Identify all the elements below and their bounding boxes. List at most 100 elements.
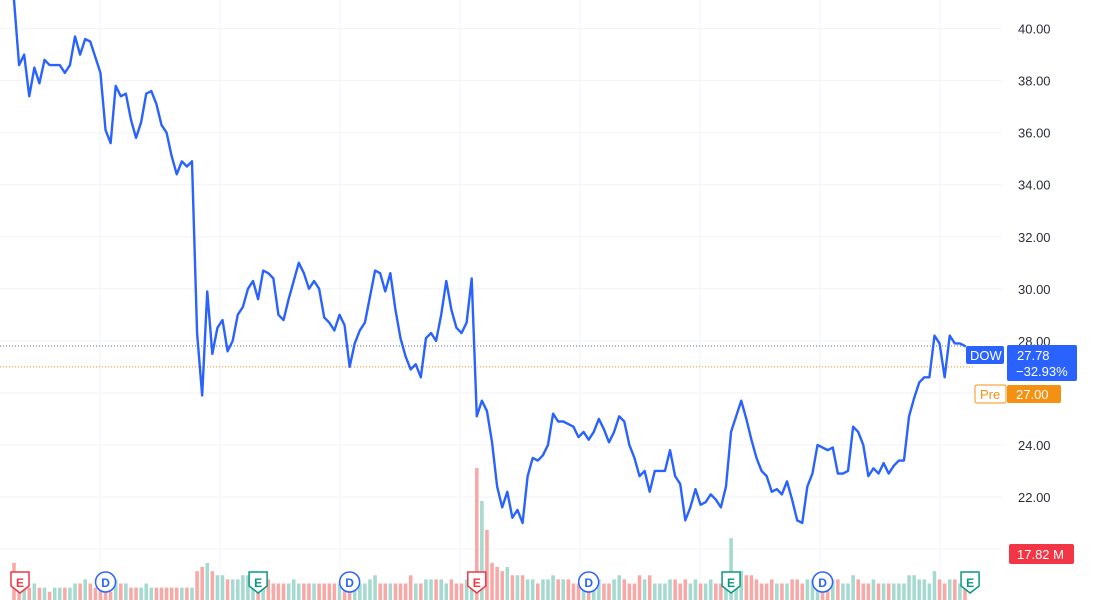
- marker-letter: D: [345, 576, 354, 590]
- volume-bar: [342, 583, 347, 600]
- dividend-marker-circle: [577, 571, 600, 593]
- volume-bar: [861, 583, 866, 600]
- grid-lines: [0, 0, 1002, 600]
- volume-bar: [688, 583, 693, 600]
- volume-bar: [785, 583, 789, 600]
- volume-bar: [851, 575, 855, 600]
- y-tick-label: 32.00: [1018, 230, 1051, 245]
- volume-bar: [317, 583, 321, 600]
- volume-bar: [500, 571, 504, 600]
- marker-letter: D: [584, 576, 593, 590]
- volume-bar: [63, 587, 67, 600]
- earnings-marker[interactable]: E: [721, 571, 741, 594]
- volume-bar: [510, 575, 515, 600]
- dow-value-badge: [1007, 345, 1077, 381]
- volume-bar: [551, 575, 555, 600]
- volume-bar: [958, 583, 962, 600]
- volume-bar: [434, 579, 438, 600]
- volume-bar: [215, 575, 220, 600]
- volume-bar: [424, 579, 428, 600]
- volume-bar: [856, 579, 860, 600]
- volume-bar: [841, 583, 845, 600]
- volume-bar: [673, 579, 677, 600]
- marker-letter: D: [818, 576, 827, 590]
- volume-bar: [408, 575, 413, 600]
- volume-bar: [612, 579, 616, 600]
- volume-bar: [246, 575, 250, 600]
- volume-bar: [515, 575, 520, 600]
- volume-bar: [164, 587, 169, 600]
- earnings-marker[interactable]: E: [10, 571, 30, 594]
- earnings-marker[interactable]: E: [467, 571, 487, 594]
- volume-bar: [764, 583, 769, 600]
- volume-bar: [871, 579, 876, 600]
- volume-bar: [139, 587, 143, 600]
- volume-bar: [57, 587, 62, 600]
- dividend-marker[interactable]: D: [94, 571, 117, 593]
- volume-bar: [47, 591, 52, 600]
- dividend-marker-circle: [94, 571, 117, 593]
- volume-bar: [881, 583, 886, 600]
- volume-bar: [556, 579, 560, 600]
- volume-bar: [693, 579, 698, 600]
- earnings-marker[interactable]: E: [960, 571, 980, 594]
- volume-bar: [703, 583, 708, 600]
- volume-bar: [876, 583, 881, 600]
- volume-bar: [393, 583, 398, 600]
- volume-bar: [388, 583, 393, 600]
- volume-bar: [37, 587, 42, 600]
- dividend-marker[interactable]: D: [338, 571, 361, 593]
- volume-bar: [210, 571, 215, 600]
- volume-bar: [373, 575, 377, 600]
- volume-bar: [459, 583, 464, 600]
- volume-bar: [185, 587, 189, 600]
- volume-bar: [708, 579, 713, 600]
- volume-bar: [124, 583, 128, 600]
- volume-bar: [617, 575, 621, 600]
- y-tick-label: 40.00: [1018, 22, 1051, 37]
- volume-bar: [937, 579, 942, 600]
- volume-bar: [953, 579, 957, 600]
- volume-bar: [103, 591, 108, 600]
- volume-bar: [520, 575, 525, 600]
- earnings-marker-shield: [721, 571, 741, 594]
- volume-bar: [276, 583, 281, 600]
- earnings-marker[interactable]: E: [248, 571, 268, 594]
- volume-bar: [602, 583, 606, 600]
- volume-bar: [225, 579, 230, 600]
- volume-bar: [286, 583, 291, 600]
- volume-bar: [52, 587, 57, 600]
- earnings-marker-shield: [248, 571, 268, 594]
- volume-bar: [108, 591, 113, 600]
- volume-bar: [332, 583, 337, 600]
- volume-bar: [566, 579, 571, 600]
- volume-bar: [739, 571, 744, 600]
- volume-bar: [337, 583, 342, 600]
- volume-bar: [637, 575, 642, 600]
- volume-bar: [530, 579, 535, 600]
- volume-bar: [622, 579, 627, 600]
- pre-value-badge: [1007, 385, 1061, 403]
- volume-bar: [485, 529, 489, 600]
- volume-value-badge: [1009, 544, 1074, 564]
- dividend-marker[interactable]: D: [811, 571, 834, 593]
- volume-bar: [119, 583, 123, 600]
- volume-bar: [744, 575, 749, 600]
- volume-bar: [632, 583, 637, 600]
- y-tick-label: 36.00: [1018, 126, 1051, 141]
- volume-bar: [429, 579, 433, 600]
- volume-bar: [154, 587, 159, 600]
- volume-bar: [169, 587, 174, 600]
- y-tick-label: 30.00: [1018, 282, 1051, 297]
- volume-bar: [597, 579, 601, 600]
- volume-bar: [505, 567, 510, 600]
- dividend-marker[interactable]: D: [577, 571, 600, 593]
- marker-letter: E: [966, 576, 974, 590]
- volume-bar: [235, 579, 240, 600]
- volume-bar: [403, 583, 408, 600]
- volume-bar: [439, 579, 443, 600]
- volume-bar: [307, 583, 311, 600]
- volume-bar: [790, 579, 794, 600]
